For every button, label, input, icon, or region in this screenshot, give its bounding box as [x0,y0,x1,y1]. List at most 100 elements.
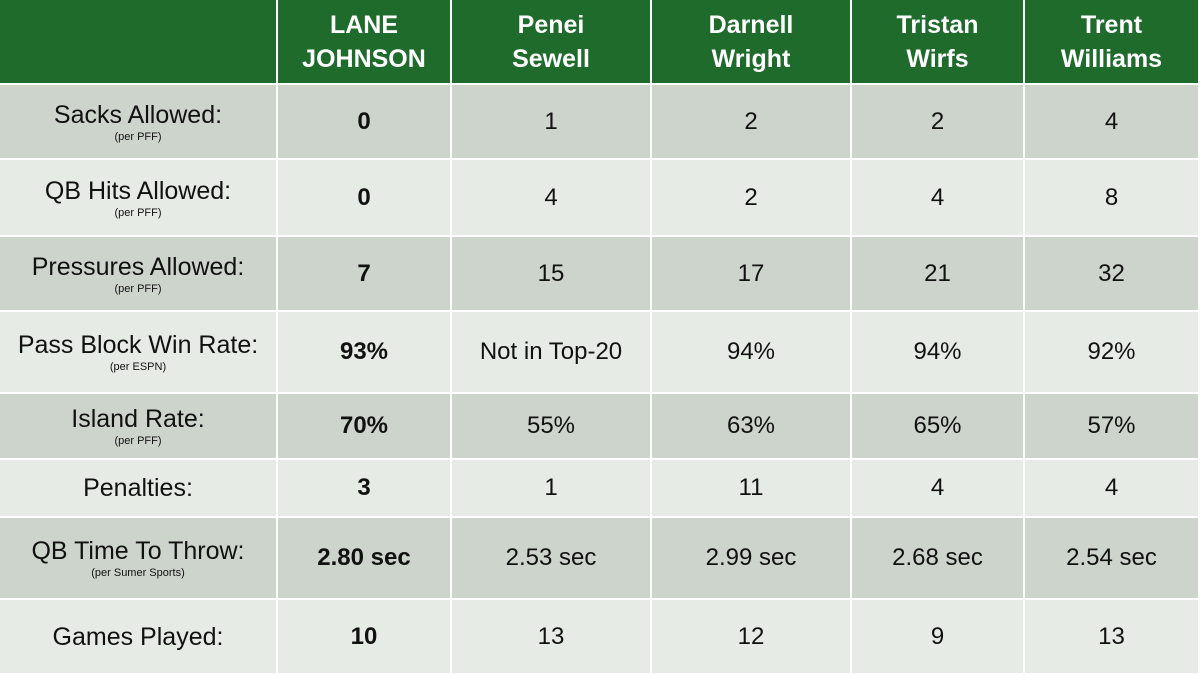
data-cell: 65% [852,394,1025,460]
data-cell: 1 [452,460,652,518]
row-label: QB Time To Throw: [31,537,245,565]
cell-value: 92% [1087,338,1136,365]
data-cell: 10 [278,600,452,675]
data-cell: 2 [852,85,1025,160]
row-note: (per Sumer Sports) [91,567,185,579]
cell-value: 32 [1098,259,1125,287]
data-cell: 2.53 sec [452,518,652,600]
cell-value: 9 [930,622,945,650]
cell-value: 1 [544,474,558,501]
cell-value: 10 [350,622,378,650]
cell-value: 4 [1104,474,1119,501]
row-header: QB Hits Allowed: (per PFF) [0,160,278,237]
cell-value: 2.99 sec [705,544,797,571]
row-header: Sacks Allowed: (per PFF) [0,85,278,160]
cell-value: 17 [737,259,765,287]
row-header: Games Played: [0,600,278,675]
cell-value: 94% [726,338,776,365]
cell-value: 13 [1098,622,1125,650]
cell-value: 0 [357,183,371,211]
data-cell: 2 [652,85,852,160]
data-cell: 57% [1025,394,1200,460]
row-label: Sacks Allowed: [53,100,223,129]
row-label: Island Rate: [71,405,205,433]
cell-value: 1 [544,107,558,135]
cell-value: 4 [930,474,945,501]
cell-value: 13 [537,622,565,650]
data-cell: 2.68 sec [852,518,1025,600]
data-cell: 13 [1025,600,1200,675]
data-cell: 55% [452,394,652,460]
column-header: Darnell Wright [652,0,852,85]
cell-value: 21 [924,259,951,287]
data-cell: 70% [278,394,452,460]
data-cell: 4 [1025,85,1200,160]
data-cell: 2.54 sec [1025,518,1200,600]
data-cell: 2.99 sec [652,518,852,600]
data-cell: 21 [852,237,1025,312]
column-header: Penei Sewell [452,0,652,85]
row-label: QB Hits Allowed: [44,176,232,205]
data-cell: 3 [278,460,452,518]
data-cell: 4 [852,160,1025,237]
row-note: (per ESPN) [109,361,167,373]
data-cell: 2 [652,160,852,237]
data-cell: 94% [652,312,852,394]
corner-cell [0,0,278,85]
cell-value: Not in Top-20 [479,338,623,365]
cell-value: 12 [737,622,765,650]
cell-value: 11 [738,474,764,501]
row-header: Pass Block Win Rate: (per ESPN) [0,312,278,394]
data-cell: 15 [452,237,652,312]
column-header: Tristan Wirfs [852,0,1025,85]
row-note: (per PFF) [114,282,162,295]
data-cell: 4 [1025,460,1200,518]
cell-value: 55% [526,412,576,439]
row-note: (per PFF) [114,130,162,143]
data-cell: 11 [652,460,852,518]
cell-value: 63% [726,412,776,439]
data-cell: 8 [1025,160,1200,237]
row-header: Pressures Allowed: (per PFF) [0,237,278,312]
data-cell: 0 [278,85,452,160]
data-cell: 7 [278,237,452,312]
cell-value: 94% [913,338,962,365]
row-label: Pressures Allowed: [31,252,245,281]
data-cell: 17 [652,237,852,312]
row-note: (per PFF) [114,435,162,447]
cell-value: 4 [930,183,945,211]
cell-value: 2.68 sec [892,544,983,571]
cell-value: 3 [357,474,371,501]
row-note: (per PFF) [114,206,162,219]
cell-value: 0 [357,107,371,135]
cell-value: 2.54 sec [1066,544,1157,571]
column-header: LANE JOHNSON [278,0,452,85]
data-cell: 93% [278,312,452,394]
cell-value: 4 [544,183,558,211]
data-cell: 1 [452,85,652,160]
row-label: Games Played: [52,622,224,651]
row-label: Penalties: [83,474,193,502]
cell-value: 70% [339,412,389,439]
cell-value: 15 [537,259,565,287]
cell-value: 93% [339,338,389,365]
data-cell: 32 [1025,237,1200,312]
data-cell: 4 [852,460,1025,518]
row-header: Island Rate: (per PFF) [0,394,278,460]
data-cell: Not in Top-20 [452,312,652,394]
cell-value: 2 [930,107,945,135]
data-cell: 92% [1025,312,1200,394]
data-cell: 9 [852,600,1025,675]
data-cell: 13 [452,600,652,675]
row-header: Penalties: [0,460,278,518]
column-header: Trent Williams [1025,0,1200,85]
cell-value: 2.53 sec [505,544,597,571]
cell-value: 4 [1104,107,1119,135]
data-cell: 4 [452,160,652,237]
cell-value: 2.80 sec [317,544,411,571]
cell-value: 2 [744,183,758,211]
data-cell: 63% [652,394,852,460]
row-label: Pass Block Win Rate: [17,331,259,359]
data-cell: 0 [278,160,452,237]
